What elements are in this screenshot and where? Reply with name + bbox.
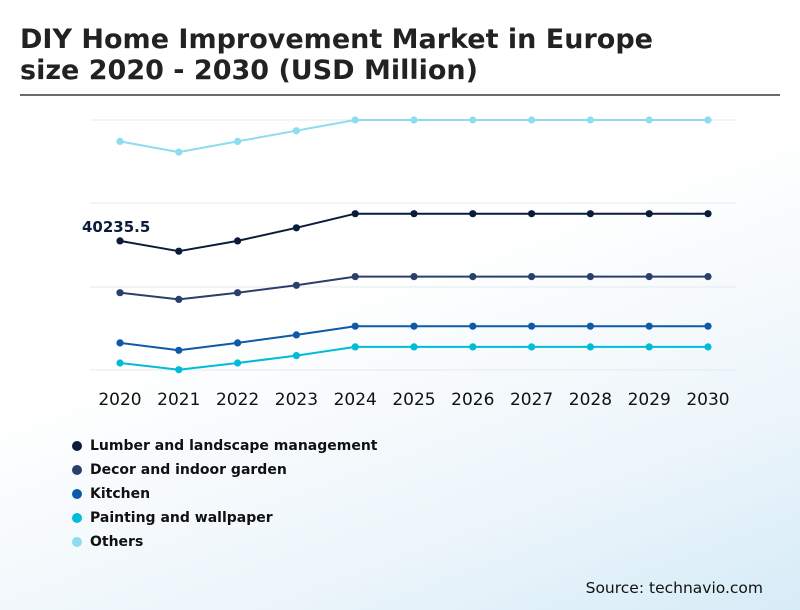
data-point-0-2: [234, 237, 242, 245]
chart-title-line-2: size 2020 - 2030 (USD Million): [20, 55, 478, 86]
data-point-4-1: [175, 148, 183, 156]
data-point-0-4: [351, 210, 359, 218]
data-point-2-0: [116, 339, 124, 347]
data-point-1-1: [175, 295, 183, 303]
data-point-4-6: [469, 116, 477, 124]
legend-item: Kitchen: [70, 482, 378, 506]
data-point-0-9: [645, 210, 653, 218]
legend-marker-icon: [72, 513, 82, 523]
data-point-1-5: [410, 273, 418, 281]
data-point-2-6: [469, 322, 477, 330]
data-point-0-7: [528, 210, 536, 218]
data-point-2-7: [528, 322, 536, 330]
x-tick-label: 2021: [157, 390, 200, 410]
data-point-2-3: [292, 331, 300, 339]
data-point-2-8: [586, 322, 595, 330]
data-point-2-4: [351, 322, 359, 330]
legend-marker-icon: [72, 537, 82, 547]
legend-item: Lumber and landscape management: [70, 434, 378, 458]
data-point-0-1: [175, 247, 183, 255]
data-point-1-3: [292, 281, 300, 289]
legend-item: Painting and wallpaper: [70, 506, 378, 530]
x-tick-label: 2026: [451, 390, 494, 410]
data-point-3-4: [351, 343, 359, 351]
data-point-2-5: [410, 322, 418, 330]
data-point-2-2: [234, 339, 242, 347]
chart-legend: Lumber and landscape management Decor and…: [70, 434, 378, 554]
data-point-0-10: [704, 210, 712, 218]
x-tick-label: 2024: [334, 390, 377, 410]
data-point-2-1: [175, 346, 183, 354]
chart-title-line-1: DIY Home Improvement Market in Europe: [20, 24, 653, 55]
data-point-1-10: [704, 273, 712, 281]
data-point-0-0: [116, 237, 124, 245]
legend-label: Decor and indoor garden: [90, 462, 287, 478]
legend-label: Kitchen: [90, 486, 151, 502]
data-point-4-3: [292, 127, 300, 135]
legend-item: Decor and indoor garden: [70, 458, 378, 482]
data-point-1-6: [469, 273, 477, 281]
legend-label: Lumber and landscape management: [90, 438, 378, 454]
data-point-0-6: [469, 210, 477, 218]
legend-marker-icon: [72, 465, 82, 475]
legend-label: Painting and wallpaper: [90, 510, 273, 526]
data-point-4-8: [586, 116, 595, 124]
legend-item: Others: [70, 530, 378, 554]
data-point-1-8: [586, 273, 595, 281]
source-credit: Source: technavio.com: [585, 579, 763, 597]
data-point-1-2: [234, 289, 242, 297]
data-point-4-2: [234, 137, 242, 145]
data-point-2-9: [645, 322, 653, 330]
data-point-3-8: [586, 343, 595, 351]
series-line-0: [119, 212, 708, 253]
x-tick-label: 2020: [98, 390, 141, 410]
data-point-4-4: [351, 116, 359, 124]
data-point-4-7: [528, 116, 536, 124]
legend-marker-icon: [72, 489, 82, 499]
legend-label: Others: [90, 534, 144, 550]
data-point-3-5: [410, 343, 418, 351]
data-point-1-4: [351, 273, 359, 281]
x-tick-label: 2028: [569, 390, 612, 410]
data-label: 40235.5: [82, 218, 150, 236]
data-point-0-3: [292, 224, 300, 232]
data-point-3-0: [116, 359, 124, 367]
x-tick-label: 2023: [275, 390, 318, 410]
data-point-3-10: [704, 343, 712, 351]
data-point-3-7: [528, 343, 536, 351]
data-point-4-0: [116, 137, 124, 145]
x-tick-label: 2025: [392, 390, 435, 410]
series-line-4: [119, 119, 708, 154]
data-point-1-0: [116, 289, 124, 297]
data-point-4-9: [645, 116, 653, 124]
data-point-3-9: [645, 343, 653, 351]
data-point-3-6: [469, 343, 477, 351]
x-tick-label: 2022: [216, 390, 259, 410]
data-point-0-8: [586, 210, 595, 218]
title-divider: [20, 94, 780, 96]
x-tick-label: 2030: [686, 390, 729, 410]
data-point-4-10: [704, 116, 712, 124]
x-tick-label: 2029: [628, 390, 671, 410]
data-point-1-9: [645, 273, 653, 281]
data-point-4-5: [410, 116, 418, 124]
data-point-1-7: [528, 273, 536, 281]
data-point-3-3: [292, 352, 300, 360]
x-tick-label: 2027: [510, 390, 553, 410]
legend-marker-icon: [72, 441, 82, 451]
data-point-0-5: [410, 210, 418, 218]
data-point-3-1: [175, 366, 183, 374]
chart-title: DIY Home Improvement Market in Europe si…: [20, 24, 720, 86]
data-point-2-10: [704, 322, 712, 330]
data-point-3-2: [234, 359, 242, 367]
